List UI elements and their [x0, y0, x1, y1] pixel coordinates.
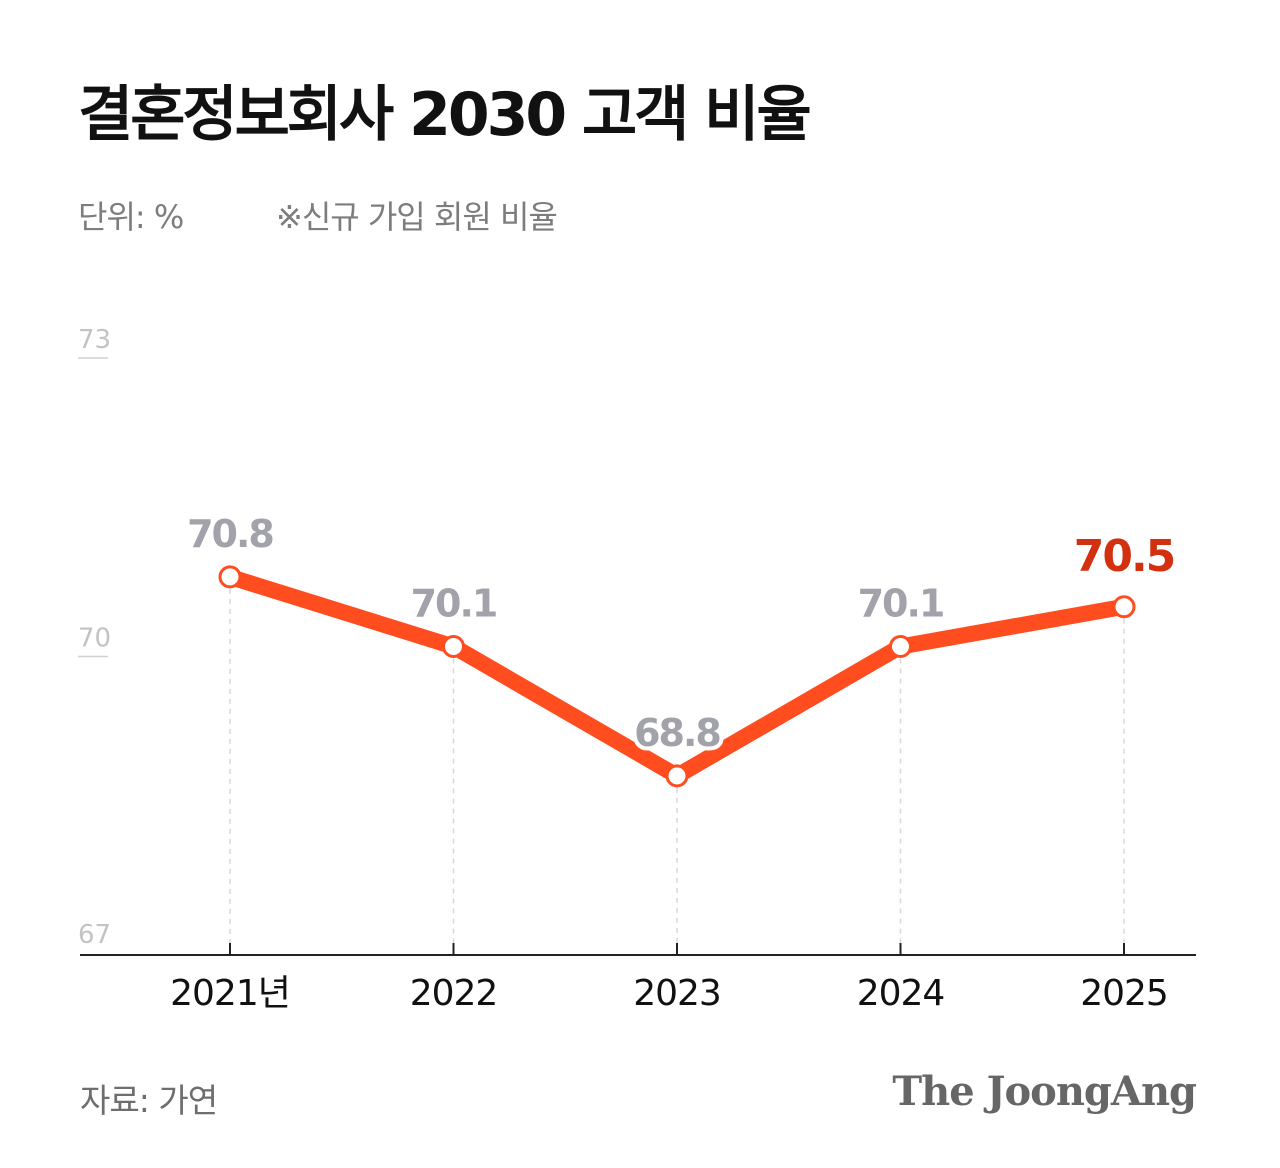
vertical-guides: [229, 588, 1125, 955]
data-points: [218, 565, 1136, 788]
data-label: 70.8: [187, 512, 273, 556]
y-tick-label: 70: [78, 624, 111, 654]
y-tick-label: 67: [78, 920, 111, 950]
data-point: [889, 635, 912, 659]
y-tick-label: 73: [78, 325, 111, 355]
data-point: [218, 565, 242, 589]
x-tick-label: 2024: [857, 973, 945, 1014]
data-label: 70.1: [411, 582, 497, 626]
data-point: [665, 764, 689, 788]
x-tick-label: 2022: [410, 973, 498, 1014]
x-tick-label: 2021년: [170, 973, 290, 1014]
data-point: [1112, 595, 1136, 619]
data-label: 70.1: [858, 582, 944, 626]
unit-label: 단위: %: [78, 198, 184, 236]
source-credit: 자료: 가연: [80, 1081, 218, 1120]
data-labels: 70.8 70.1 68.8 70.1 70.5: [183, 508, 1180, 759]
brand-logo: The JoongAng: [892, 1068, 1197, 1115]
y-axis: 73 70 67: [78, 325, 111, 950]
footnote: ※신규 가입 회원 비율: [276, 198, 558, 236]
x-tick-label: 2025: [1080, 973, 1168, 1014]
data-point: [442, 635, 465, 659]
x-axis-ticks: 2021년 2022 2023 2024 2025: [170, 943, 1169, 1014]
data-label: 68.8: [634, 711, 720, 755]
x-tick-label: 2023: [633, 973, 721, 1014]
data-label-highlight: 70.5: [1074, 531, 1175, 582]
chart-title: 결혼정보회사 2030 고객 비율: [78, 80, 812, 150]
